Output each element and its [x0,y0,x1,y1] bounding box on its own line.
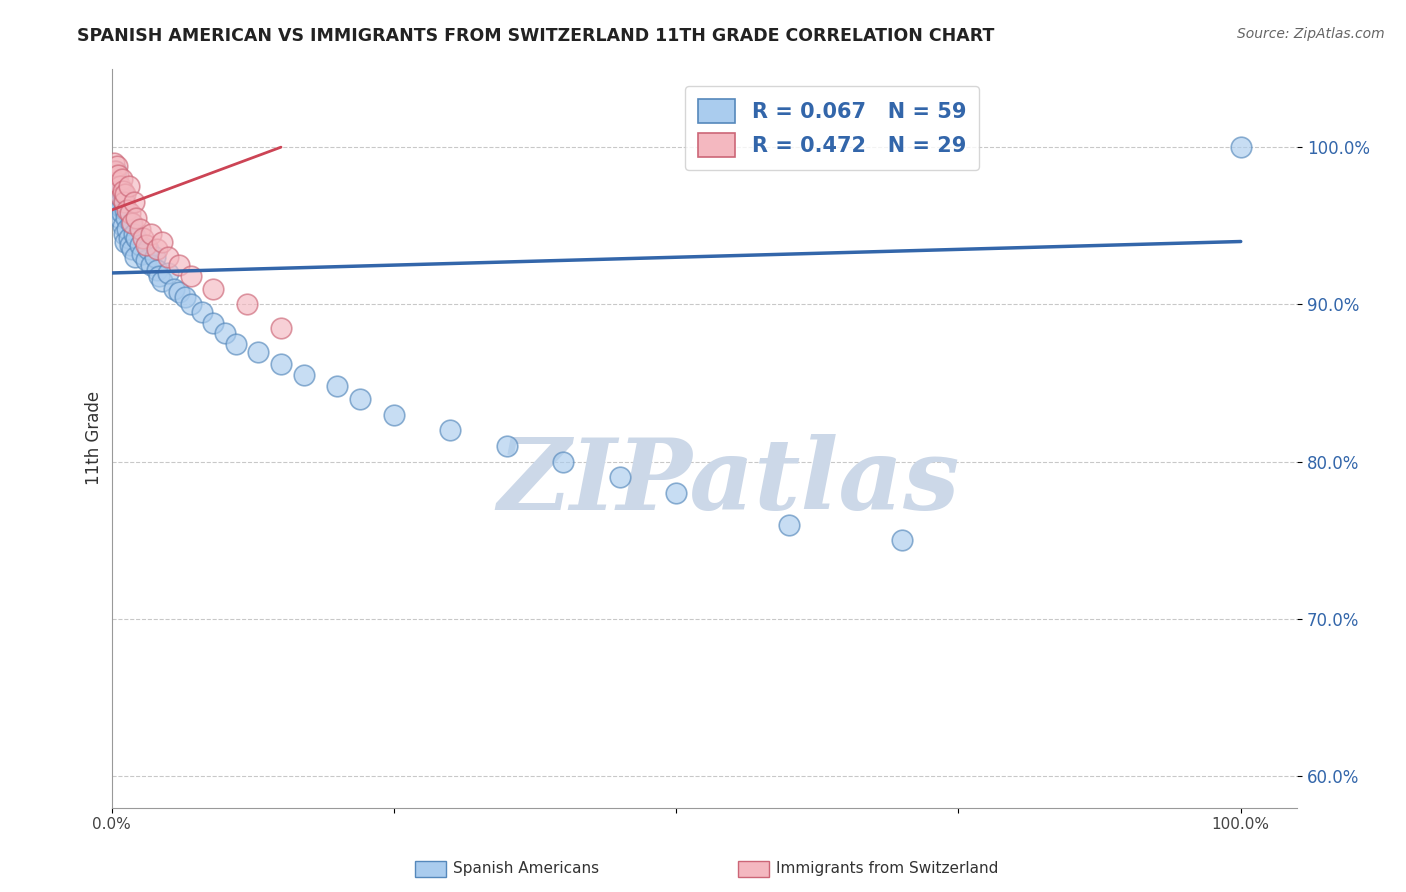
Point [157,250,180,264]
Point [111,219,134,233]
Point [103,156,125,170]
Point [152,235,174,249]
Point [117,202,139,217]
Point [778,517,800,532]
Point [104,163,127,178]
Point [107,179,129,194]
Point [108,179,131,194]
Point [111,184,134,198]
Text: SPANISH AMERICAN VS IMMIGRANTS FROM SWITZERLAND 11TH GRADE CORRELATION CHART: SPANISH AMERICAN VS IMMIGRANTS FROM SWIT… [77,27,994,45]
Point [114,187,136,202]
Point [108,190,131,204]
Point [117,222,139,236]
Point [169,258,191,272]
Point [112,227,135,241]
Point [104,179,127,194]
Point [105,175,128,189]
Point [111,206,134,220]
Point [124,250,146,264]
Point [132,231,155,245]
Point [114,202,136,217]
Point [131,247,153,261]
Y-axis label: 11th Grade: 11th Grade [86,391,103,485]
Point [108,211,131,225]
Point [891,533,914,548]
Point [326,379,349,393]
Point [105,163,128,178]
Point [105,159,128,173]
Point [349,392,371,406]
Point [128,222,150,236]
Point [148,269,170,284]
Text: Immigrants from Switzerland: Immigrants from Switzerland [776,862,998,876]
Point [107,169,129,183]
Point [118,237,141,252]
Point [292,368,315,383]
Point [225,336,247,351]
Point [117,179,139,194]
Text: ZIPatlas: ZIPatlas [496,434,959,531]
Point [157,266,180,280]
Point [247,344,270,359]
Point [110,200,132,214]
Point [121,243,143,257]
Point [665,486,688,500]
Point [136,243,159,257]
Point [270,357,292,371]
Legend: R = 0.067   N = 59, R = 0.472   N = 29: R = 0.067 N = 59, R = 0.472 N = 29 [685,87,979,169]
Point [134,253,156,268]
Point [122,195,145,210]
Point [128,237,150,252]
Point [111,171,134,186]
Text: Spanish Americans: Spanish Americans [453,862,599,876]
Point [114,235,136,249]
Point [169,285,191,299]
Point [236,297,259,311]
Point [146,243,169,257]
Point [125,211,148,225]
Point [141,227,163,241]
Point [134,237,156,252]
Point [103,171,125,186]
Point [191,305,214,319]
Point [120,216,142,230]
Point [202,316,225,330]
Point [146,262,169,277]
Point [609,470,631,484]
Point [110,190,132,204]
Point [214,326,236,340]
Point [163,282,186,296]
Point [141,258,163,272]
Point [121,216,143,230]
Point [118,206,141,220]
Point [107,202,129,217]
Point [174,289,197,303]
Point [110,184,132,198]
Point [105,195,128,210]
Point [180,297,202,311]
Point [105,187,128,202]
Point [112,195,135,210]
Point [117,231,139,245]
Text: Source: ZipAtlas.com: Source: ZipAtlas.com [1237,27,1385,41]
Point [122,227,145,241]
Point [115,211,138,225]
Point [553,455,575,469]
Point [112,195,135,210]
Point [1229,140,1251,154]
Point [111,187,134,202]
Point [270,321,292,335]
Point [152,274,174,288]
Point [382,408,405,422]
Point [143,250,166,264]
Point [202,282,225,296]
Point [125,231,148,245]
Point [180,269,202,284]
Point [495,439,517,453]
Point [439,423,461,437]
